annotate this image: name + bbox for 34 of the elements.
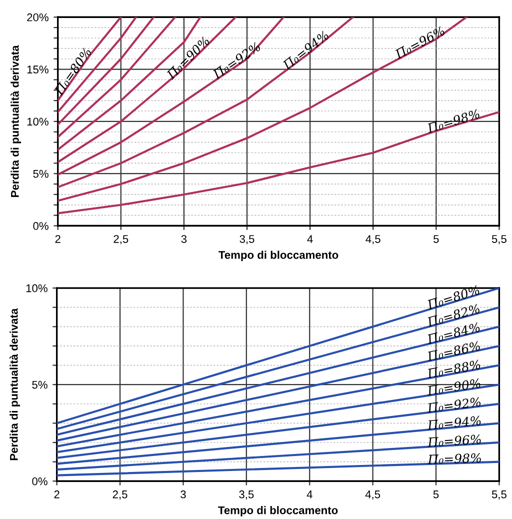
x-tick-label: 3,5 — [240, 235, 254, 244]
y-tick-label: 20% — [27, 13, 48, 22]
x-axis-title: Tempo di bloccamento — [218, 250, 338, 262]
x-tick-label: 5 — [433, 490, 439, 498]
x-tick-label: 2 — [54, 490, 60, 498]
y-tick-label: 15% — [27, 66, 48, 74]
x-tick-label: 3 — [180, 490, 186, 498]
y-tick-label: 5% — [32, 380, 48, 389]
y-tick-label: 10% — [26, 284, 48, 292]
series-label: Π₀=96% — [427, 434, 481, 448]
text: Π₀=90% — [426, 378, 481, 396]
y-tick-label: 10% — [27, 118, 48, 126]
y-axis-title: Perdita di puntualità derivata — [10, 308, 20, 460]
x-tick-label: 4 — [306, 490, 312, 498]
x-tick-label: 2,5 — [112, 490, 128, 500]
y-tick-label: 0% — [33, 222, 48, 230]
x-tick-label: 5 — [434, 235, 439, 243]
line-series — [58, 111, 500, 214]
text: Π₀=92% — [426, 396, 481, 413]
text: Π₀=88% — [426, 360, 481, 378]
x-tick-label: 4,5 — [366, 235, 380, 244]
y-tick-label: 0% — [32, 477, 48, 486]
x-tick-label: 4,5 — [365, 490, 380, 500]
x-tick-label: 2,5 — [114, 235, 128, 244]
text: Π₀=94% — [426, 416, 481, 430]
x-tick-label: 5,5 — [492, 490, 506, 500]
x-tick-label: 5,5 — [492, 235, 506, 244]
x-axis-title: Tempo di bloccamento — [218, 506, 338, 516]
x-tick-label: 3 — [181, 235, 187, 243]
y-tick-label: 5% — [33, 170, 48, 178]
x-tick-label: 3,5 — [239, 490, 254, 500]
y-axis-title: Perdita di puntualità derivata — [10, 45, 22, 197]
x-tick-label: 4 — [307, 235, 313, 243]
x-tick-label: 2 — [55, 235, 60, 243]
